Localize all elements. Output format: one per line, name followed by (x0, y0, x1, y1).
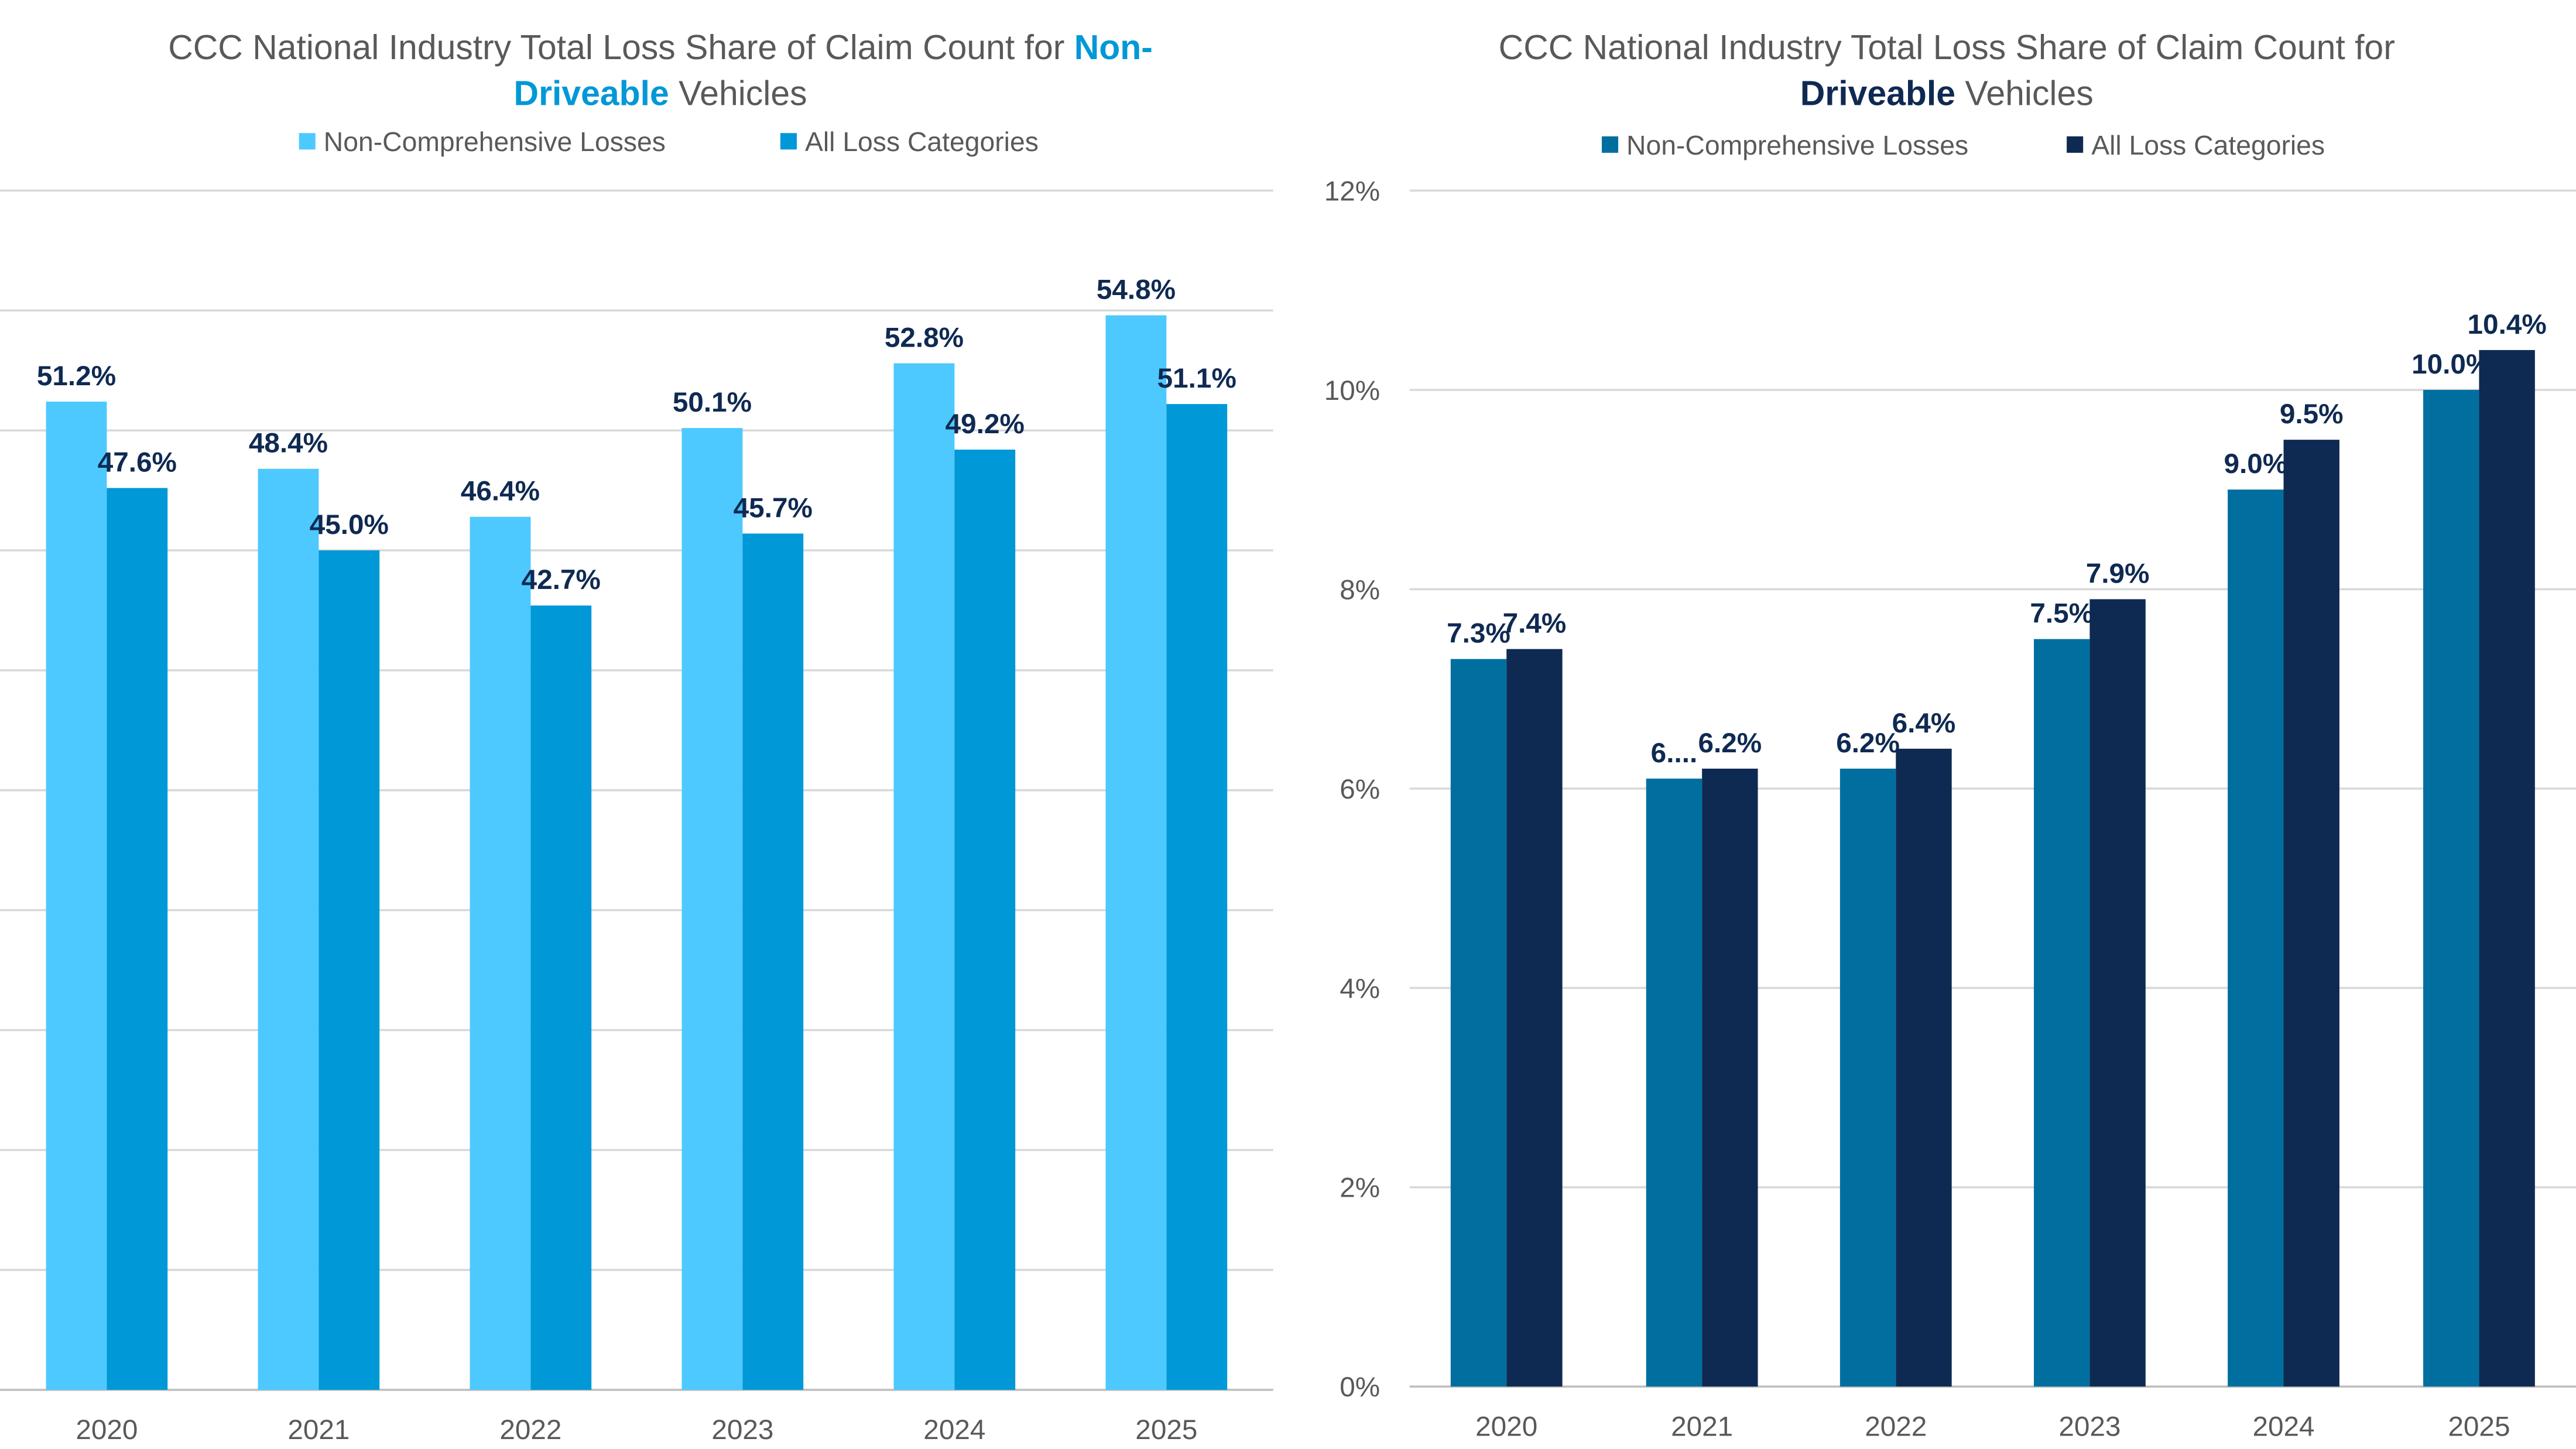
data-label: 48.4% (249, 428, 328, 459)
bar-all-loss-categories-2024 (954, 449, 1016, 1390)
chart-title-part: Driveable (1800, 75, 1955, 113)
data-label: 50.1% (673, 387, 752, 418)
x-tick-label: 2022 (499, 1414, 561, 1445)
bar-all-loss-categories-2025 (2479, 350, 2535, 1387)
data-label: 42.7% (522, 564, 601, 595)
chart-1: CCC National Industry Total Loss Share o… (0, 29, 1273, 1445)
x-tick-label: 2022 (1865, 1412, 1927, 1443)
legend-swatch (1601, 136, 1619, 153)
legend-swatch (299, 133, 316, 150)
data-label: 49.2% (946, 409, 1025, 440)
x-tick-label: 2020 (76, 1414, 138, 1445)
data-label: 10.4% (2468, 309, 2547, 340)
data-label: 47.6% (98, 447, 177, 478)
data-label: 7.5% (2030, 598, 2094, 629)
data-label: 10.0% (2411, 349, 2491, 380)
chart-title-line: CCC National Industry Total Loss Share o… (1499, 29, 2395, 67)
data-label: 6.... (1651, 738, 1698, 769)
legend-swatch (2067, 136, 2084, 153)
x-tick-label: 2021 (287, 1414, 350, 1445)
x-tick-label: 2025 (1135, 1414, 1197, 1445)
data-label: 6.4% (1892, 708, 1956, 739)
bar-all-loss-categories-2024 (2283, 440, 2339, 1387)
bar-all-loss-categories-2020 (107, 488, 168, 1390)
data-label: 51.2% (37, 361, 116, 392)
bar-non-comprehensive-losses-2022 (1839, 768, 1896, 1387)
bar-non-comprehensive-losses-2020 (1450, 659, 1507, 1387)
chart-title-line: Driveable Vehicles (514, 75, 807, 113)
legend-label: Non-Comprehensive Losses (1626, 130, 1968, 160)
x-tick-label: 2024 (2252, 1412, 2314, 1443)
x-tick-label: 2024 (923, 1414, 985, 1445)
data-label: 6.2% (1836, 728, 1900, 759)
bar-all-loss-categories-2021 (318, 550, 380, 1390)
x-tick-label: 2023 (711, 1414, 773, 1445)
data-label: 46.4% (461, 476, 540, 507)
data-label: 54.8% (1097, 274, 1176, 305)
bar-non-comprehensive-losses-2025 (2423, 389, 2479, 1387)
bar-non-comprehensive-losses-2024 (893, 363, 955, 1390)
chart-2: CCC National Industry Total Loss Share o… (1324, 29, 2576, 1443)
data-label: 6.2% (1698, 728, 1762, 759)
data-label: 45.0% (310, 509, 389, 540)
x-tick-label: 2023 (2058, 1412, 2121, 1443)
y-tick-label: 2% (1340, 1173, 1380, 1204)
data-label: 7.9% (2086, 558, 2150, 589)
chart-title-part: Vehicles (1955, 75, 2094, 113)
data-label: 9.0% (2224, 448, 2287, 479)
x-tick-label: 2020 (1475, 1412, 1537, 1443)
bar-non-comprehensive-losses-2023 (2033, 639, 2090, 1387)
legend-swatch (780, 133, 797, 150)
bar-all-loss-categories-2025 (1166, 404, 1228, 1390)
legend-label: Non-Comprehensive Losses (324, 126, 666, 157)
bar-non-comprehensive-losses-2021 (258, 468, 319, 1390)
bar-non-comprehensive-losses-2021 (1646, 778, 1703, 1387)
chart-title-part: CCC National Industry Total Loss Share o… (1499, 29, 2395, 67)
y-tick-label: 4% (1340, 973, 1380, 1004)
legend-label: All Loss Categories (2091, 130, 2325, 160)
bar-all-loss-categories-2020 (1506, 649, 1563, 1387)
bar-non-comprehensive-losses-2022 (470, 516, 531, 1390)
chart-title-line: CCC National Industry Total Loss Share o… (168, 29, 1153, 67)
bar-non-comprehensive-losses-2023 (681, 428, 743, 1390)
y-tick-label: 8% (1340, 574, 1380, 605)
data-label: 7.3% (1447, 618, 1510, 649)
bar-all-loss-categories-2021 (1702, 768, 1758, 1387)
chart-title-part: CCC National Industry Total Loss Share o… (168, 29, 1074, 67)
chart-title-line: Driveable Vehicles (1800, 75, 2094, 113)
data-label: 9.5% (2280, 399, 2344, 430)
data-label: 45.7% (734, 492, 813, 523)
y-tick-label: 10% (1324, 375, 1380, 406)
chart-title-part: Vehicles (669, 75, 807, 113)
chart-title-part: Driveable (514, 75, 669, 113)
bar-non-comprehensive-losses-2025 (1105, 315, 1167, 1390)
chart-title-part: Non- (1074, 29, 1153, 67)
y-tick-label: 12% (1324, 176, 1380, 207)
legend-label: All Loss Categories (805, 126, 1039, 157)
y-tick-label: 0% (1340, 1372, 1380, 1403)
bar-non-comprehensive-losses-2024 (2228, 489, 2284, 1387)
bar-non-comprehensive-losses-2020 (46, 402, 107, 1390)
bar-all-loss-categories-2022 (530, 605, 592, 1390)
data-label: 51.1% (1157, 363, 1236, 394)
bar-all-loss-categories-2023 (742, 533, 804, 1390)
data-label: 52.8% (885, 322, 964, 353)
bar-all-loss-categories-2022 (1896, 748, 1952, 1387)
bar-all-loss-categories-2023 (2089, 599, 2146, 1387)
x-tick-label: 2021 (1671, 1412, 1733, 1443)
y-tick-label: 6% (1340, 774, 1380, 805)
x-tick-label: 2025 (2448, 1412, 2510, 1443)
data-label: 7.4% (1503, 608, 1567, 639)
